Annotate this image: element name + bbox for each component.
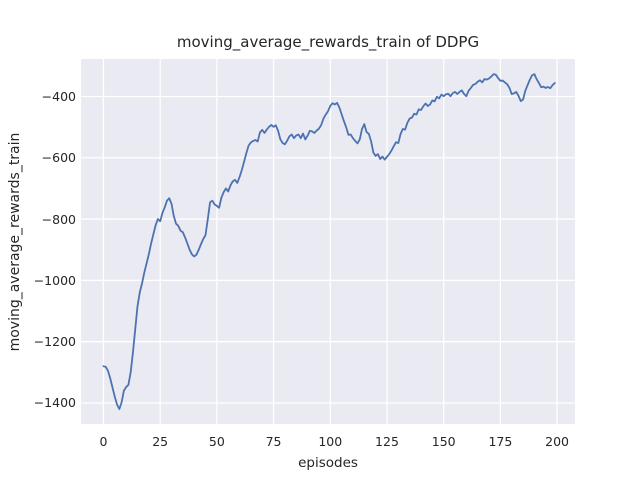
y-tick-label: −400 bbox=[41, 88, 76, 104]
chart-title: moving_average_rewards_train of DDPG bbox=[176, 33, 480, 51]
plot-area bbox=[81, 59, 575, 424]
x-axis-label: episodes bbox=[298, 455, 358, 471]
line-chart-svg bbox=[81, 59, 575, 424]
x-tick-label: 50 bbox=[208, 434, 225, 449]
x-tick-label: 75 bbox=[265, 434, 282, 449]
x-tick-label: 125 bbox=[375, 434, 399, 449]
series-line bbox=[102, 73, 556, 411]
x-tick-label: 175 bbox=[488, 434, 513, 449]
y-tick-label: −1000 bbox=[33, 272, 76, 288]
x-tick-label: 100 bbox=[318, 434, 343, 449]
y-tick-label: −1400 bbox=[33, 395, 76, 411]
x-tick-label: 200 bbox=[545, 434, 570, 449]
x-tick-label: 150 bbox=[431, 434, 456, 449]
x-tick-label: 0 bbox=[99, 434, 108, 449]
y-tick-label: −1200 bbox=[33, 334, 76, 350]
y-tick-label: −600 bbox=[41, 150, 76, 166]
y-axis-label: moving_average_rewards_train bbox=[7, 132, 23, 352]
x-tick-label: 25 bbox=[152, 434, 169, 449]
y-tick-label: −800 bbox=[41, 211, 76, 227]
